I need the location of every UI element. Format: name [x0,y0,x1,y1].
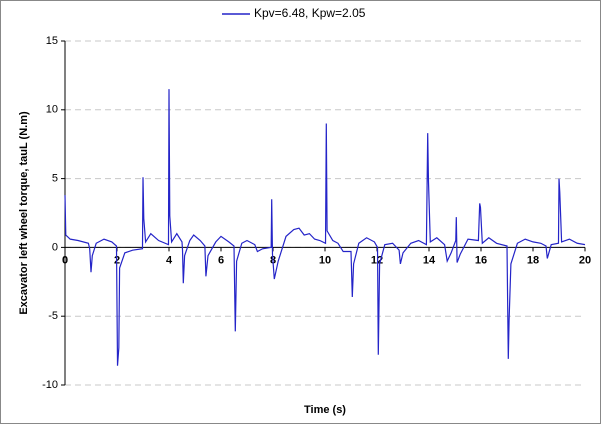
x-tick-label: 14 [423,254,436,266]
legend-label: Kpv=6.48, Kpw=2.05 [254,6,366,20]
x-tick-label: 10 [319,254,331,266]
y-tick-label: 15 [46,35,58,47]
x-tick-label: 20 [579,254,591,266]
y-tick-label: -5 [48,310,58,322]
x-tick-label: 16 [475,254,487,266]
y-axis-label: Excavator left wheel torque, tauL (N.m) [18,111,30,315]
x-tick-label: 4 [166,254,173,266]
y-tick-label: 10 [46,104,58,116]
x-axis-label: Time (s) [304,404,346,416]
x-tick-label: 0 [62,254,68,266]
y-tick-label: -10 [42,379,58,391]
y-tick-label: 0 [52,241,58,253]
data-line [64,89,586,366]
y-tick-label: 5 [52,173,58,185]
x-tick-label: 18 [527,254,539,266]
x-tick-label: 6 [218,254,224,266]
